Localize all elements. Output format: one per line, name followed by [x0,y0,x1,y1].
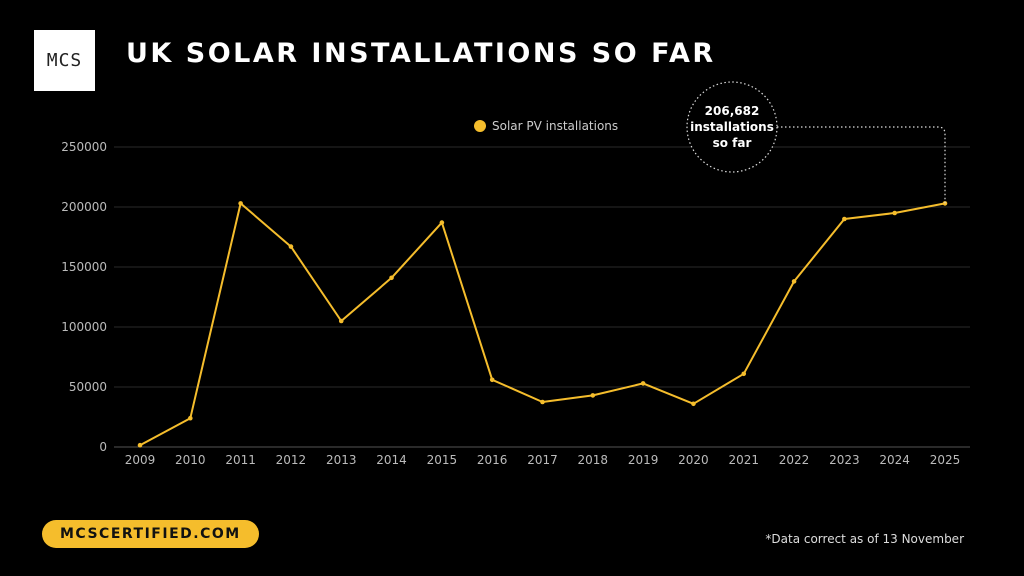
data-point [238,201,243,206]
data-point [389,275,394,281]
data-point [188,415,193,421]
data-point [691,401,696,407]
data-point [791,279,797,284]
x-tick-label: 2018 [578,453,609,467]
x-tick-label: 2021 [728,453,759,467]
data-point [439,220,445,225]
y-tick-label: 0 [99,440,107,454]
annotation-text: so far [713,136,752,150]
data-point [540,399,545,405]
y-tick-label: 200000 [61,200,107,214]
legend-marker [474,120,486,132]
y-tick-label: 100000 [61,320,107,334]
annotation-value: 206,682 [705,104,760,118]
x-tick-label: 2019 [628,453,659,467]
data-point [590,393,596,398]
x-tick-label: 2025 [930,453,961,467]
annotation-text: installations [690,120,774,134]
data-footnote: *Data correct as of 13 November [765,532,964,546]
data-point [137,442,143,448]
data-point [892,210,897,216]
x-tick-label: 2017 [527,453,558,467]
data-point [288,244,294,249]
annotation-connector [777,126,946,204]
x-tick-label: 2014 [376,453,407,467]
x-tick-label: 2011 [225,453,256,467]
data-point [741,371,747,377]
data-point [842,216,847,222]
data-point [338,318,344,324]
legend-label: Solar PV installations [492,119,618,133]
page-title: UK SOLAR INSTALLATIONS SO FAR [126,38,716,69]
x-tick-label: 2020 [678,453,709,467]
logo-text: MCS [46,50,83,71]
website-link-button[interactable]: MCSCERTIFIED.COM [42,520,259,548]
x-tick-label: 2010 [175,453,206,467]
x-tick-label: 2009 [125,453,156,467]
data-point [640,381,646,386]
y-tick-label: 50000 [69,380,107,394]
x-tick-label: 2013 [326,453,357,467]
mcs-logo: MCS [34,30,95,91]
y-tick-label: 150000 [61,260,107,274]
x-tick-label: 2012 [276,453,307,467]
x-tick-label: 2022 [779,453,810,467]
x-tick-label: 2023 [829,453,860,467]
data-point [489,377,495,383]
x-tick-label: 2015 [427,453,458,467]
x-tick-label: 2024 [879,453,910,467]
x-tick-label: 2016 [477,453,508,467]
y-tick-label: 250000 [61,140,107,154]
series-line [139,202,946,447]
